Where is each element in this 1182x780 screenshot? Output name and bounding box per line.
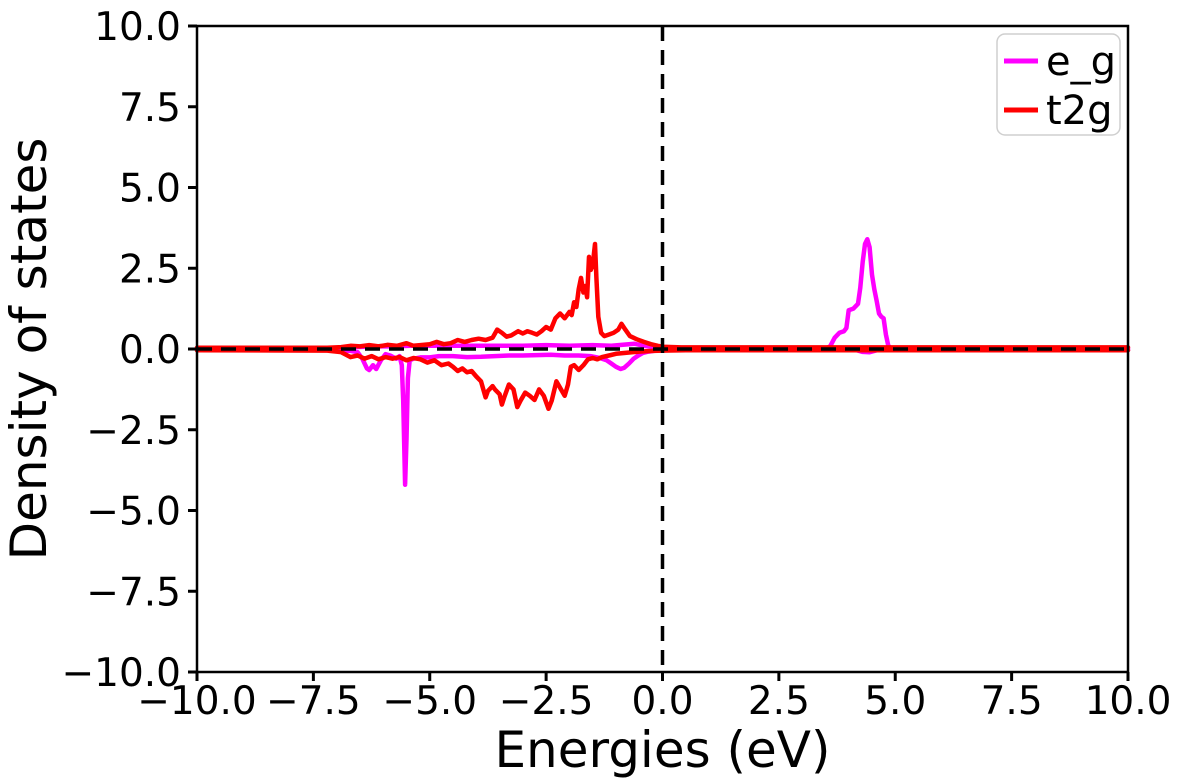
y-tick-label: −10.0: [61, 651, 181, 696]
x-tick-label: −5.0: [382, 679, 477, 724]
x-axis: −10.0 −7.5 −5.0 −2.5 0.0 2.5 5.0 7.5 10.0: [137, 672, 1171, 724]
y-tick-label: 2.5: [119, 247, 181, 292]
y-tick-label: 5.0: [119, 167, 181, 212]
y-tick-label: 7.5: [119, 86, 181, 131]
y-tick-label: −2.5: [86, 409, 181, 454]
x-tick-label: 7.5: [981, 679, 1043, 724]
x-tick-label: 5.0: [864, 679, 926, 724]
x-tick-label: −7.5: [266, 679, 361, 724]
x-tick-label: 0.0: [631, 679, 693, 724]
legend-label: t2g: [1046, 88, 1113, 134]
series-e_g-spin-up-line: [194, 236, 1131, 351]
x-axis-label: Energies (eV): [494, 721, 830, 779]
y-axis-label: Density of states: [0, 138, 58, 561]
legend-entry-t2g: t2g: [1004, 88, 1113, 134]
series-t2g-spin-up-line: [194, 241, 1131, 350]
x-tick-label: 2.5: [748, 679, 810, 724]
x-tick-label: −10.0: [137, 679, 257, 724]
y-axis: −10.0 −7.5 −5.0 −2.5 0.0 2.5 5.0 7.5 10.0: [61, 5, 197, 696]
y-tick-label: 10.0: [94, 5, 181, 50]
legend-label: e_g: [1046, 39, 1116, 85]
legend-entry-e_g: e_g: [1004, 39, 1116, 85]
y-tick-label: −7.5: [86, 570, 181, 615]
x-tick-label: −2.5: [499, 679, 594, 724]
y-tick-label: 0.0: [119, 328, 181, 373]
y-tick-label: −5.0: [86, 490, 181, 535]
x-tick-label: 10.0: [1085, 679, 1172, 724]
series-t2g-spin-down-line: [194, 348, 1131, 412]
